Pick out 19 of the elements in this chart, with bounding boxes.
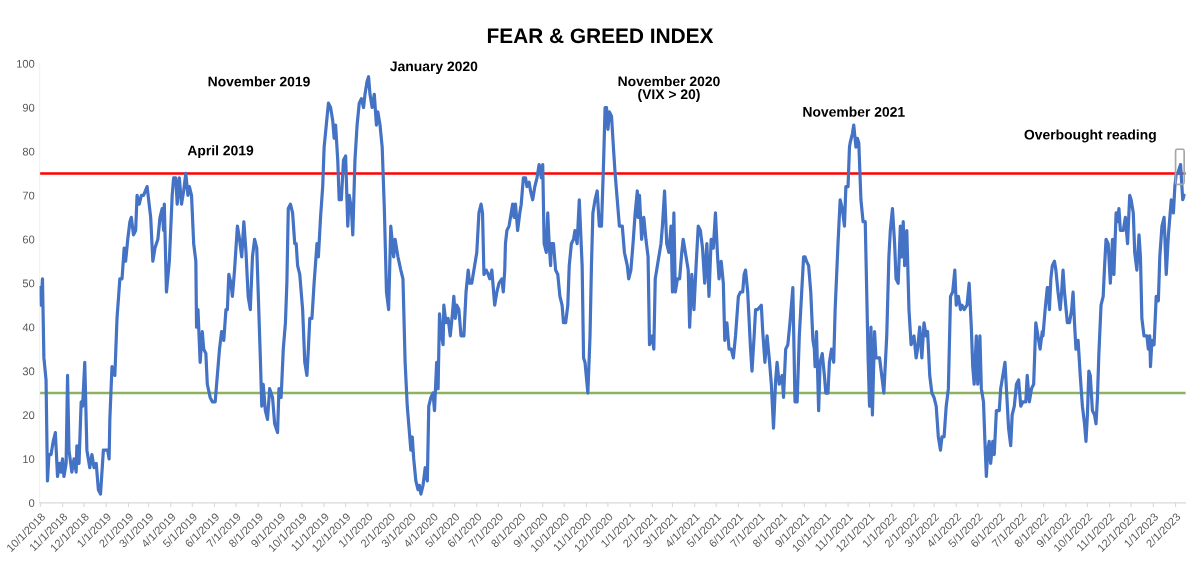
y-tick-label: 60 [22, 235, 35, 244]
line-series [39, 75, 1186, 496]
y-tick-label: 90 [22, 103, 35, 112]
y-tick-label: 80 [22, 147, 35, 156]
annotation: April 2019 [187, 145, 254, 159]
annotation: January 2020 [390, 61, 478, 74]
y-tick-label: 30 [22, 367, 35, 376]
annotation: November 2020 (VIX > 20) [618, 76, 720, 102]
annotation: November 2019 [208, 76, 310, 87]
y-tick-label: 70 [22, 191, 35, 200]
annotation: November 2021 [803, 106, 905, 117]
y-tick-label: 10 [23, 455, 35, 464]
annotation: Overbought reading [1024, 129, 1156, 143]
y-tick-label: 20 [22, 411, 35, 420]
y-tick-label: 40 [22, 323, 35, 332]
y-tick-label: 50 [22, 279, 35, 288]
y-tick-label: 0 [28, 499, 35, 507]
y-tick-label: 100 [17, 59, 35, 68]
chart-title: FEAR & GREED INDEX [487, 28, 714, 44]
